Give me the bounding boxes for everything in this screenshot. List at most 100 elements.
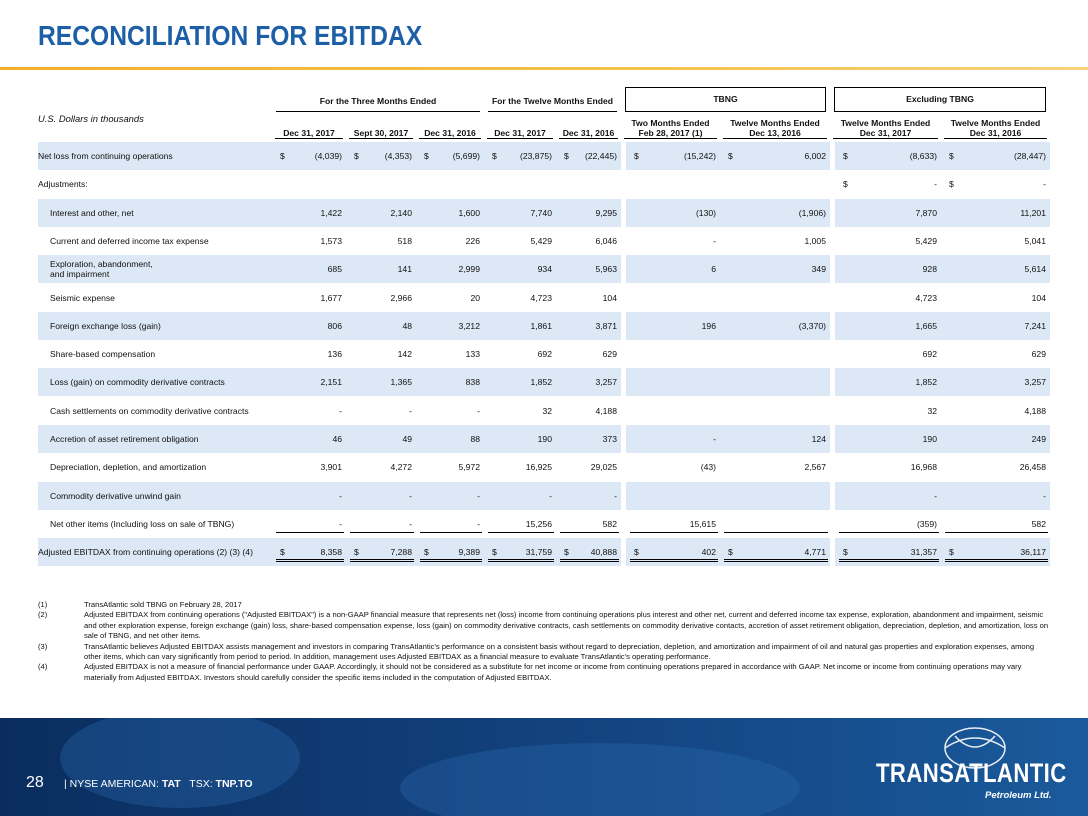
value-cell: - [346, 481, 416, 510]
value-cell: 15,256 [484, 510, 556, 538]
value-cell: 4,272 [346, 453, 416, 481]
value-cell: 2,999 [416, 255, 484, 284]
value-cell: (43) [621, 453, 720, 482]
value: 141 [397, 264, 412, 275]
value-cell [556, 170, 621, 198]
value-cell: 104 [556, 284, 621, 312]
value: 4,723 [530, 292, 552, 303]
value-cell: 142 [346, 340, 416, 368]
underline [630, 531, 718, 533]
footnote-text: TransAtlantic believes Adjusted EBITDAX … [84, 641, 1035, 662]
value-cell: - [416, 481, 484, 510]
value: 1,005 [804, 235, 826, 246]
value: (3,370) [798, 320, 826, 331]
value-cell: 124 [720, 425, 830, 453]
value: 928 [922, 264, 937, 275]
currency-symbol: $ [564, 547, 569, 558]
footnote: (3) TransAtlantic believes Adjusted EBITD… [38, 642, 1052, 663]
value: (8,633) [909, 151, 937, 161]
row-label: Net loss from continuing operations [38, 142, 272, 170]
value: 373 [602, 434, 617, 444]
value-cell: - [346, 397, 416, 425]
value-cell: 2,966 [346, 284, 416, 312]
table-row: Share-based compensation 136 142 133 692 629 6… [38, 340, 1050, 369]
underline [839, 531, 939, 533]
footnote-text: Adjusted EBITDAX is not a measure of fin… [84, 662, 1022, 682]
value-cell: 6,046 [556, 227, 621, 255]
column-header: Sept 30, 2017 [349, 115, 413, 139]
value-cell: 1,852 [484, 368, 556, 397]
underline [724, 531, 828, 533]
value-cell: 1,861 [484, 311, 556, 340]
value-cell: - [830, 481, 941, 510]
value-cell: $ (8,633) [830, 142, 941, 170]
value-cell: 7,241 [941, 311, 1050, 340]
value: (28,447) [1013, 151, 1046, 161]
column-header: Dec 31, 2017 [487, 115, 553, 139]
value-cell: 3,901 [272, 453, 346, 481]
value-cell [621, 396, 720, 425]
value: 1,573 [320, 235, 342, 246]
value: 3,871 [595, 320, 617, 331]
value-cell: 1,677 [272, 284, 346, 312]
value-cell: $ (23,875) [484, 142, 556, 170]
value-cell: 5,429 [484, 227, 556, 255]
currency-symbol: $ [424, 151, 429, 161]
underline [350, 531, 414, 533]
value: 8,358 [320, 547, 342, 558]
value: 1,665 [915, 320, 937, 331]
value: 934 [537, 264, 552, 275]
currency-symbol: $ [424, 547, 429, 558]
currency-symbol: $ [634, 547, 639, 558]
group-header: Excluding TBNG [834, 87, 1046, 112]
value: 2,966 [390, 292, 412, 303]
value-cell: $ (15,242) [621, 142, 720, 170]
value-cell: $9,389 [416, 538, 484, 567]
double-underline [945, 559, 1048, 563]
value-cell: 141 [346, 255, 416, 284]
value: 20 [470, 292, 480, 303]
row-label: Net other items (Including loss on sale … [50, 518, 235, 529]
value: 2,999 [458, 264, 480, 275]
value: 190 [922, 434, 937, 444]
value: 4,272 [390, 462, 412, 473]
value-cell: 4,188 [941, 397, 1050, 425]
value: (130) [695, 207, 716, 218]
currency-symbol: $ [949, 547, 954, 558]
value-cell: 29,025 [556, 453, 621, 481]
value: - [934, 179, 937, 190]
footnote: (4) Adjusted EBITDAX is not a measure of … [38, 662, 1052, 683]
value-cell: 48 [346, 311, 416, 340]
value-cell: $8,358 [272, 538, 346, 567]
value-cell: 4,188 [556, 397, 621, 425]
value: 36,117 [1020, 547, 1046, 558]
table-row: Adjustments: $ - $ - [38, 170, 1050, 199]
separator: | [64, 778, 67, 790]
value: 806 [327, 320, 342, 331]
footnote: (2) Adjusted EBITDAX from continuing oper… [38, 610, 1052, 641]
value: 5,429 [530, 235, 552, 246]
table-row: Accretion of asset retirement obligation… [38, 425, 1050, 453]
currency-symbol: $ [354, 547, 359, 558]
value-cell: 4,723 [830, 283, 941, 312]
value-cell: (1,906) [720, 198, 830, 227]
value-cell [720, 284, 830, 312]
value-cell [621, 170, 720, 199]
row-label: Adjusted EBITDAX from continuing operati… [38, 538, 272, 567]
row-label: Interest and other, net [38, 198, 272, 227]
value: 6,002 [804, 151, 826, 161]
value: 1,852 [530, 377, 552, 388]
value-cell: 349 [720, 255, 830, 284]
value: 1,600 [458, 207, 480, 218]
value-cell: $ (4,039) [272, 142, 346, 170]
value-cell: 629 [556, 340, 621, 368]
value-cell: 16,925 [484, 453, 556, 481]
value: 4,188 [595, 405, 617, 416]
value-cell: $402 [621, 538, 720, 567]
footnote: (1) TransAtlantic sold TBNG on February 2… [38, 600, 1052, 610]
row-label: Current and deferred income tax expense [50, 235, 209, 246]
value-cell: 49 [346, 425, 416, 453]
value: - [713, 434, 716, 444]
value: 402 [701, 547, 716, 558]
page-number: 28 [26, 774, 44, 791]
